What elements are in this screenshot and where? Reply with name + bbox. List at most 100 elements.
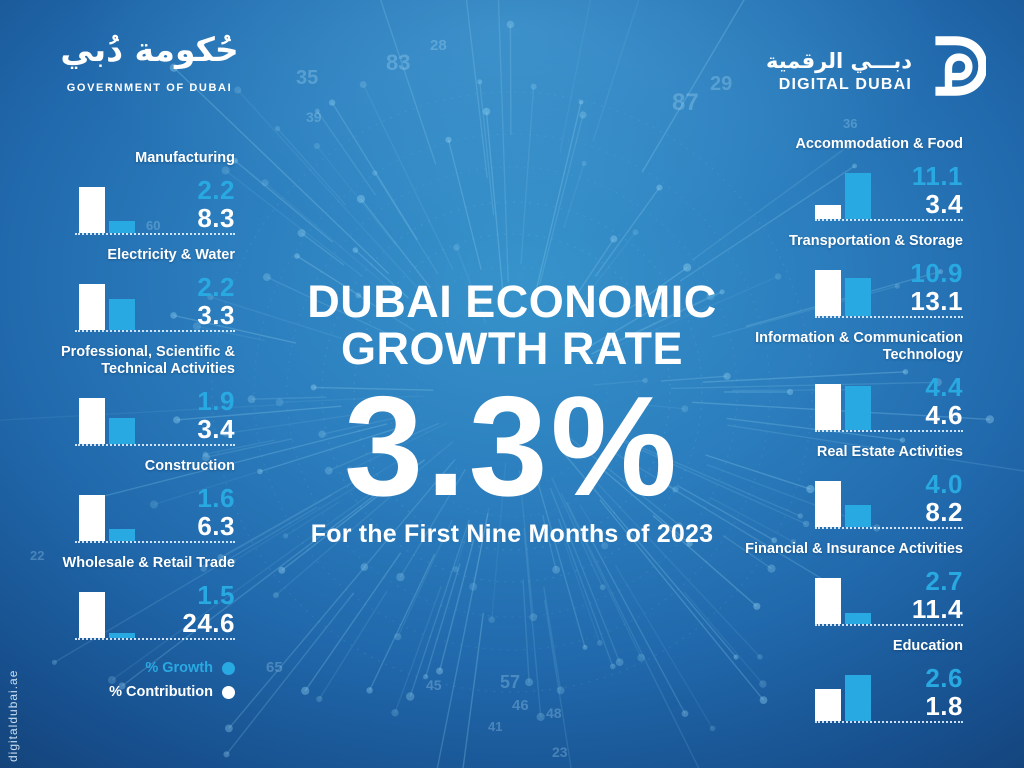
sector-bars	[815, 384, 871, 430]
sector-values: 4.4 4.6	[925, 373, 963, 429]
sector-values: 11.1 3.4	[912, 162, 963, 218]
gov-dubai-caption: GOVERNMENT OF DUBAI	[66, 82, 233, 94]
sector-block: Transportation & Storage 10.9 13.1	[733, 233, 963, 318]
growth-bar	[845, 173, 871, 219]
contribution-bar	[815, 481, 841, 527]
growth-bar	[845, 386, 871, 430]
main-title-line2: GROWTH RATE	[340, 323, 684, 374]
sector-chart: 11.1 3.4	[815, 155, 963, 221]
sector-label: Wholesale & Retail Trade	[62, 555, 235, 571]
svg-text:35: 35	[296, 67, 318, 89]
sector-values: 1.5 24.6	[182, 581, 235, 637]
svg-text:28: 28	[430, 37, 447, 54]
svg-text:60: 60	[146, 218, 160, 233]
growth-bar	[845, 613, 871, 624]
sector-label: Education	[892, 638, 963, 654]
contribution-bar	[79, 495, 105, 541]
sector-chart: 2.2 8.3	[75, 169, 235, 235]
sector-bars	[79, 284, 135, 330]
growth-value: 1.6	[197, 483, 235, 513]
sector-bars	[815, 270, 871, 316]
growth-bar	[109, 418, 135, 444]
svg-text:46: 46	[512, 697, 529, 714]
sector-label: Real Estate Activities	[816, 444, 963, 460]
sector-chart: 1.5 24.6	[75, 574, 235, 640]
sector-bars	[79, 592, 135, 638]
sector-values: 10.9 13.1	[910, 259, 963, 315]
sector-block: Financial & Insurance Activities 2.7 11.4	[733, 541, 963, 626]
sector-label: Accommodation & Food	[795, 136, 963, 152]
sector-label: Professional, Scientific & Technical Act…	[60, 344, 235, 377]
svg-text:45: 45	[426, 677, 442, 693]
contribution-value: 11.4	[911, 594, 963, 624]
growth-rate-value: 3.3%	[344, 367, 680, 526]
sector-bars	[815, 481, 871, 527]
legend-growth-label: % Growth	[145, 660, 213, 676]
contribution-bar	[815, 205, 841, 219]
website-url-vertical: digitaldubai.ae	[6, 669, 20, 762]
right-sector-column: Accommodation & Food 11.1 3.4 Transportatio…	[733, 136, 963, 735]
sector-values: 4.0 8.2	[925, 470, 963, 526]
center-headline-block: DUBAI ECONOMIC GROWTH RATE 3.3% For the …	[252, 278, 772, 549]
growth-value: 2.7	[925, 566, 963, 596]
sector-chart: 4.4 4.6	[815, 366, 963, 432]
sector-values: 2.2 3.3	[197, 273, 235, 329]
contribution-bar	[815, 578, 841, 624]
sector-block: Electricity & Water 2.2 3.3	[45, 247, 235, 332]
digital-dubai-logo: دبـــي الرقمية DIGITAL DUBAI	[766, 34, 986, 98]
sector-bars	[815, 675, 871, 721]
sector-bars	[79, 187, 135, 233]
contribution-bar	[79, 284, 105, 330]
contribution-bar	[79, 187, 105, 233]
digital-dubai-caption: DIGITAL DUBAI	[778, 76, 912, 93]
sector-bars	[79, 495, 135, 541]
growth-value: 10.9	[910, 258, 963, 288]
sector-block: Real Estate Activities 4.0 8.2	[733, 444, 963, 529]
sector-label: Construction	[144, 458, 235, 474]
contribution-value: 4.6	[925, 400, 963, 430]
growth-value: 2.6	[925, 663, 963, 693]
svg-text:29: 29	[710, 73, 732, 95]
sector-values: 2.7 11.4	[912, 567, 963, 623]
contribution-value: 13.1	[910, 286, 963, 316]
government-of-dubai-logo: حُكومة دُبي GOVERNMENT OF DUBAI	[52, 22, 247, 94]
sector-chart: 10.9 13.1	[815, 252, 963, 318]
sector-block: Manufacturing 2.2 8.3	[45, 150, 235, 235]
sector-bars	[79, 398, 135, 444]
legend: % Growth % Contribution	[45, 656, 235, 704]
sector-label: Electricity & Water	[107, 247, 235, 263]
contribution-bar	[79, 398, 105, 444]
contribution-value: 3.3	[197, 300, 235, 330]
growth-bar	[845, 278, 871, 316]
svg-text:57: 57	[500, 672, 520, 692]
digital-dubai-arabic: دبـــي الرقمية	[765, 49, 912, 73]
sector-block: Professional, Scientific & Technical Act…	[45, 344, 235, 446]
svg-text:36: 36	[843, 116, 857, 131]
legend-contribution: % Contribution	[45, 680, 235, 704]
growth-bar	[109, 299, 135, 330]
sector-chart: 2.2 3.3	[75, 266, 235, 332]
contribution-value: 3.4	[925, 189, 963, 219]
sector-label: Transportation & Storage	[788, 233, 963, 249]
sector-chart: 1.9 3.4	[75, 380, 235, 446]
sector-label: Information & Communication Technology	[755, 330, 963, 363]
contribution-bar	[815, 689, 841, 721]
svg-text:65: 65	[266, 659, 283, 676]
contribution-value: 8.2	[925, 497, 963, 527]
sector-block: Accommodation & Food 11.1 3.4	[733, 136, 963, 221]
main-title-line1: DUBAI ECONOMIC	[307, 276, 717, 327]
sector-chart: 4.0 8.2	[815, 463, 963, 529]
growth-dot-icon	[222, 661, 235, 675]
growth-value: 2.2	[197, 175, 235, 205]
gov-dubai-arabic-calligraphy: حُكومة دُبي	[60, 30, 239, 69]
contribution-value: 24.6	[182, 608, 235, 638]
contribution-value: 6.3	[197, 511, 235, 541]
sector-chart: 2.7 11.4	[815, 560, 963, 626]
contribution-dot-icon	[222, 685, 235, 699]
sector-chart: 2.6 1.8	[815, 657, 963, 723]
growth-value: 4.0	[925, 469, 963, 499]
sector-label: Manufacturing	[135, 150, 235, 166]
growth-value: 1.5	[197, 580, 235, 610]
